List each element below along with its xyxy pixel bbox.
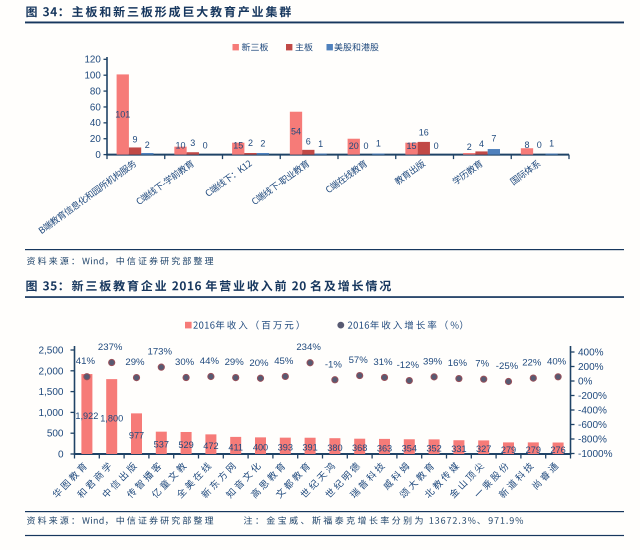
svg-text:41%: 41% — [76, 356, 96, 367]
svg-text:352: 352 — [426, 443, 441, 453]
svg-text:54: 54 — [291, 127, 301, 137]
svg-text:100: 100 — [84, 71, 101, 82]
svg-text:40: 40 — [90, 118, 101, 129]
svg-text:-200%: -200% — [578, 391, 607, 402]
svg-text:29%: 29% — [125, 357, 145, 368]
svg-text:1,800: 1,800 — [100, 413, 123, 423]
svg-text:31%: 31% — [373, 357, 393, 368]
svg-text:29%: 29% — [225, 357, 245, 368]
svg-text:7%: 7% — [475, 359, 489, 370]
svg-text:0: 0 — [58, 450, 64, 461]
svg-text:20: 20 — [349, 141, 359, 151]
svg-text:57%: 57% — [349, 355, 369, 366]
svg-text:279: 279 — [501, 445, 516, 455]
svg-text:276: 276 — [550, 445, 565, 455]
svg-text:120: 120 — [84, 55, 101, 66]
svg-text:529: 529 — [178, 440, 193, 450]
svg-text:200%: 200% — [578, 362, 604, 373]
svg-text:2: 2 — [467, 142, 472, 152]
svg-text:-12%: -12% — [397, 360, 420, 371]
svg-text:411: 411 — [228, 442, 243, 452]
svg-text:2: 2 — [260, 139, 265, 149]
svg-text:15: 15 — [406, 141, 416, 151]
svg-text:16%: 16% — [448, 358, 468, 369]
svg-text:391: 391 — [302, 443, 317, 453]
svg-text:400%: 400% — [578, 348, 604, 359]
svg-text:-1000%: -1000% — [578, 449, 613, 460]
svg-text:393: 393 — [278, 443, 293, 453]
svg-text:354: 354 — [402, 443, 417, 453]
svg-text:380: 380 — [327, 443, 342, 453]
svg-text:2: 2 — [248, 138, 253, 148]
svg-text:327: 327 — [476, 444, 491, 454]
svg-text:2,000: 2,000 — [38, 366, 63, 377]
svg-text:60: 60 — [90, 102, 101, 113]
svg-text:40%: 40% — [547, 356, 567, 367]
svg-text:977: 977 — [129, 430, 144, 440]
svg-text:-400%: -400% — [578, 406, 607, 417]
svg-text:0: 0 — [95, 150, 101, 161]
svg-text:6: 6 — [306, 136, 311, 146]
svg-text:8: 8 — [524, 140, 529, 150]
svg-text:7: 7 — [491, 134, 496, 144]
svg-text:1: 1 — [376, 139, 381, 149]
svg-text:0%: 0% — [578, 377, 593, 388]
svg-text:234%: 234% — [296, 342, 321, 353]
svg-text:-800%: -800% — [578, 435, 607, 446]
svg-text:80: 80 — [90, 86, 101, 97]
svg-text:331: 331 — [451, 444, 466, 454]
svg-text:1: 1 — [318, 139, 323, 149]
svg-text:45%: 45% — [274, 356, 294, 367]
svg-text:9: 9 — [133, 135, 138, 145]
svg-text:1,500: 1,500 — [38, 387, 63, 398]
svg-text:3: 3 — [190, 138, 195, 148]
svg-text:-25%: -25% — [496, 361, 519, 372]
svg-text:10: 10 — [175, 140, 185, 150]
svg-text:2,500: 2,500 — [38, 346, 63, 357]
svg-text:20%: 20% — [249, 358, 269, 369]
svg-text:16: 16 — [419, 128, 429, 138]
svg-text:2: 2 — [145, 140, 150, 150]
svg-text:22%: 22% — [522, 358, 542, 369]
svg-text:173%: 173% — [148, 347, 173, 358]
svg-text:1: 1 — [549, 139, 554, 149]
svg-text:101: 101 — [115, 110, 130, 120]
svg-text:20: 20 — [90, 134, 101, 145]
svg-text:400: 400 — [253, 442, 268, 452]
svg-text:500: 500 — [47, 429, 64, 440]
svg-text:279: 279 — [526, 445, 541, 455]
svg-text:4: 4 — [479, 139, 484, 149]
svg-text:39%: 39% — [423, 356, 443, 367]
svg-text:1,000: 1,000 — [38, 408, 63, 419]
svg-text:237%: 237% — [98, 342, 123, 353]
svg-text:-1%: -1% — [325, 359, 343, 370]
svg-text:15: 15 — [233, 141, 243, 151]
svg-text:0: 0 — [203, 140, 208, 150]
svg-text:472: 472 — [203, 441, 218, 451]
svg-text:44%: 44% — [200, 356, 220, 367]
svg-text:363: 363 — [377, 443, 392, 453]
svg-text:368: 368 — [352, 443, 367, 453]
svg-text:0: 0 — [434, 141, 439, 151]
svg-text:0: 0 — [537, 140, 542, 150]
svg-text:537: 537 — [154, 440, 169, 450]
svg-text:-600%: -600% — [578, 420, 607, 431]
svg-text:0: 0 — [364, 141, 369, 151]
svg-text:1,922: 1,922 — [75, 411, 98, 421]
svg-text:30%: 30% — [175, 357, 195, 368]
